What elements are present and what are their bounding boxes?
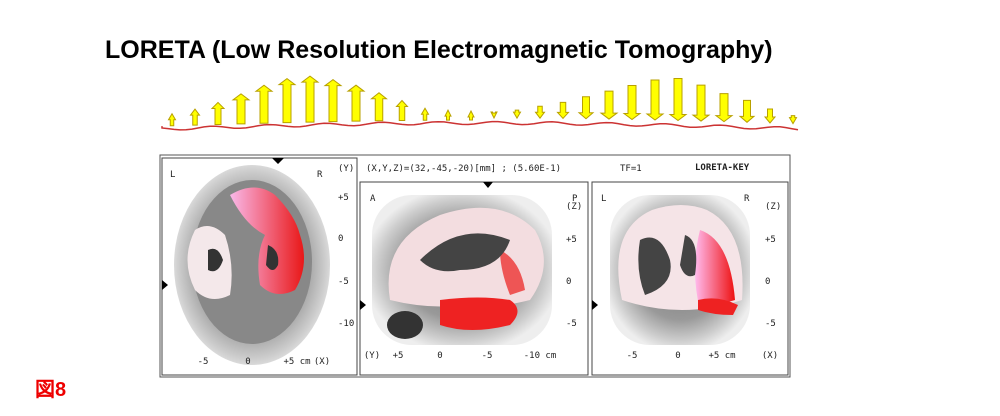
figure-label: 図8 [35, 379, 66, 401]
tick-label: +5 [338, 193, 349, 203]
tick-label: -5 [338, 277, 349, 287]
tick-label: -10 cm [524, 351, 557, 361]
tick-label: (X) [762, 351, 778, 361]
title: LORETA (Low Resolution Electromagnetic T… [105, 36, 773, 64]
axis-label: (Z) [765, 202, 781, 212]
arrow [668, 77, 688, 122]
tick-label: 0 [566, 277, 571, 287]
arrow [534, 105, 546, 120]
arrow [300, 75, 320, 123]
corner-label: P [572, 194, 578, 204]
tick-label: +5 [566, 235, 577, 245]
tick-label: 0 [245, 357, 250, 367]
tf: TF=1 [620, 164, 642, 174]
tick-label: 0 [765, 277, 770, 287]
arrow [395, 99, 409, 121]
arrow [210, 101, 226, 125]
software: LORETA-KEY [695, 163, 750, 173]
tick-label: 0 [675, 351, 680, 361]
axis-label: (Y) [338, 164, 354, 174]
corner-label: R [317, 170, 323, 180]
arrow [254, 84, 274, 124]
tick-label: (X) [314, 357, 330, 367]
arrow [691, 84, 711, 122]
arrow [577, 96, 595, 120]
arrow [420, 107, 430, 121]
arrow [645, 79, 665, 121]
corner-label: L [601, 194, 606, 204]
arrow [231, 93, 251, 125]
arrow [167, 112, 177, 127]
arrow [622, 84, 642, 121]
wave [161, 120, 799, 131]
tick-label: (Y) [364, 351, 380, 361]
arrow [788, 115, 798, 125]
corner-label: R [744, 194, 750, 204]
arrow [738, 99, 756, 123]
arrow-row [161, 75, 799, 131]
tick-label: +5 [393, 351, 404, 361]
tick-label: -5 [198, 357, 209, 367]
arrow [189, 108, 201, 126]
tick-label: -5 [765, 319, 776, 329]
brain-axial [174, 165, 330, 365]
tick-label: +5 cm [283, 357, 310, 367]
tick-label: -5 [627, 351, 638, 361]
arrow [490, 111, 498, 120]
tick-label: -10 [338, 319, 354, 329]
brain-coronal [610, 195, 750, 345]
tick-label: 0 [338, 234, 343, 244]
arrow [512, 109, 522, 120]
tick-label: -5 [566, 319, 577, 329]
arrow [444, 108, 452, 121]
tick-label: 0 [437, 351, 442, 361]
corner-label: A [370, 194, 376, 204]
arrow [323, 78, 343, 123]
arrow [467, 109, 475, 121]
arrow [763, 108, 777, 124]
tick-label: +5 [765, 235, 776, 245]
tick-label: +5 cm [708, 351, 735, 361]
coords: (X,Y,Z)=(32,-45,-20)[mm] ; (5.60E-1) [366, 164, 561, 174]
arrow [599, 90, 619, 120]
arrow [346, 84, 366, 122]
arrow [370, 92, 388, 122]
tick-label: -5 [482, 351, 493, 361]
corner-label: L [170, 170, 175, 180]
axis-label: (Z) [566, 202, 582, 212]
arrow [277, 77, 297, 124]
arrow [714, 93, 734, 123]
brain-sagittal [372, 195, 552, 345]
arrow [556, 101, 570, 120]
